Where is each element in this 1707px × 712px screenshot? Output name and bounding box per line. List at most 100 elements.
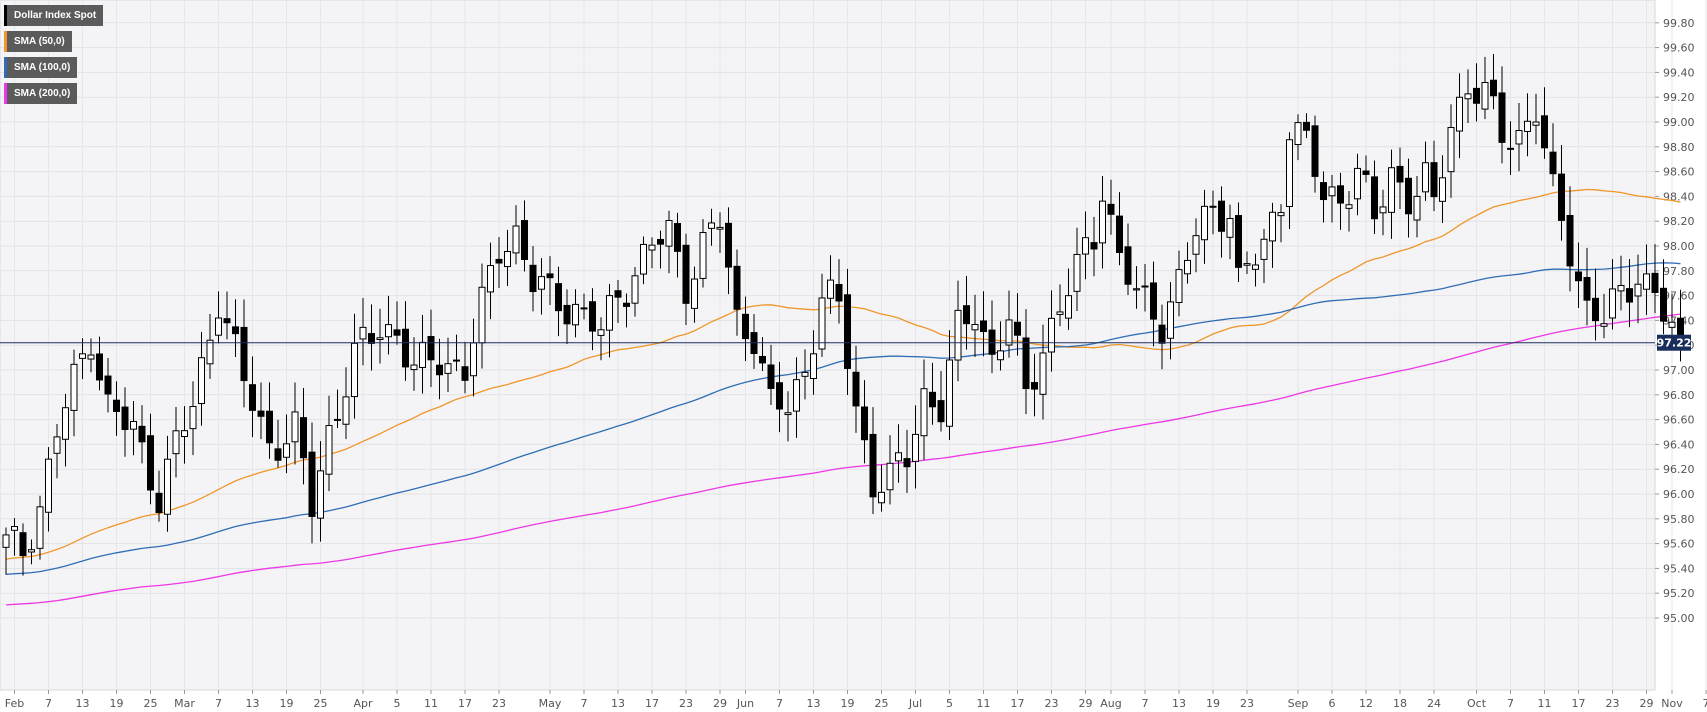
candle-bull — [1048, 317, 1055, 353]
candle-bull — [648, 244, 656, 251]
candle-bull — [665, 220, 673, 247]
candle-bear — [1337, 185, 1344, 204]
candle-bull — [1354, 167, 1361, 200]
candle-bear — [1405, 177, 1412, 215]
candle-bear — [1303, 121, 1310, 131]
candle-bear — [988, 329, 996, 355]
x-tick-label: 11 — [1538, 697, 1552, 710]
candle-bear — [869, 433, 877, 498]
candle-bull — [1643, 273, 1650, 290]
candle-bull — [283, 443, 290, 458]
candle-bear — [937, 400, 945, 423]
sma-200-line — [5, 313, 1681, 606]
candle-bull — [36, 506, 44, 549]
sma-lines — [5, 188, 1681, 606]
candle-bull — [1422, 162, 1429, 193]
x-tick-label: 18 — [1393, 697, 1407, 710]
x-axis: Feb 7 13 19 25 Mar 7 13 19 25 Apr 5 11 17 23 May 7 13 17 23… — [5, 690, 1707, 710]
candle-bull — [1286, 139, 1293, 207]
candle-bull — [1243, 263, 1251, 266]
y-tick-label: 97.00 — [1663, 364, 1695, 377]
y-tick-label: 96.20 — [1663, 463, 1695, 476]
candle-bull — [189, 406, 197, 430]
x-tick-label: Feb — [5, 697, 24, 710]
x-tick-label: 13 — [807, 697, 821, 710]
candle-bull — [206, 339, 214, 365]
candle-bear — [1235, 215, 1242, 268]
candle-bull — [1388, 167, 1395, 213]
candle-bull — [1201, 205, 1208, 241]
x-tick-label: 25 — [875, 697, 889, 710]
candle-bear — [266, 410, 273, 444]
candle-bull — [971, 323, 979, 331]
y-tick-label: 97.80 — [1663, 265, 1695, 278]
legend: Dollar Index Spot SMA (50,0) SMA (100,0)… — [4, 5, 104, 109]
x-tick-label: 6 — [1329, 697, 1336, 710]
y-tick-label: 99.60 — [1663, 42, 1695, 55]
candle-bear — [368, 333, 375, 344]
x-tick-label: 29 — [1640, 697, 1654, 710]
candle-bear — [1626, 288, 1633, 303]
candle-bear — [1651, 272, 1659, 294]
candle-bull — [1056, 311, 1064, 315]
x-tick-label: 13 — [76, 697, 90, 710]
candle-bull — [1192, 235, 1200, 255]
candle-bull — [572, 303, 579, 326]
candle-bear — [1218, 200, 1225, 232]
y-tick-label: 95.00 — [1663, 612, 1695, 625]
candle-bear — [402, 328, 409, 368]
candle-bear — [776, 382, 783, 410]
y-axis: 95.00 95.20 95.40 95.60 95.80 96.00 96.20 96.40… — [1655, 17, 1695, 625]
candle-bull — [1456, 96, 1463, 132]
candle-bear — [257, 410, 265, 417]
candle-bear — [393, 329, 401, 336]
y-tick-label: 96.60 — [1663, 414, 1695, 427]
candle-bull — [164, 458, 171, 515]
candle-bull — [1184, 259, 1191, 275]
candle-bear — [1592, 297, 1599, 322]
x-tick-label: 25 — [314, 697, 328, 710]
candle-bull — [691, 278, 698, 309]
x-tick-label: 11 — [977, 697, 991, 710]
legend-item-sma-100[interactable]: SMA (100,0) — [4, 57, 78, 78]
candle-bear — [19, 532, 27, 557]
candle-bull — [215, 317, 222, 336]
x-tick-label: 7 — [776, 697, 783, 710]
legend-item-sma-50[interactable]: SMA (50,0) — [4, 31, 72, 52]
x-tick-label: 29 — [713, 697, 727, 710]
candle-bear — [147, 435, 154, 491]
candle-bull — [478, 286, 486, 344]
candle-bull — [920, 388, 928, 437]
candle-bear — [300, 417, 307, 459]
x-tick-label: 17 — [1572, 697, 1586, 710]
candle-bull — [70, 363, 78, 411]
candles — [2, 54, 1684, 576]
candle-bull — [1634, 283, 1642, 297]
legend-item-sma-200[interactable]: SMA (200,0) — [4, 83, 78, 104]
x-tick-label: 29 — [1079, 697, 1093, 710]
candle-bear — [427, 336, 435, 361]
x-tick-label: 5 — [394, 697, 401, 710]
candle-bull — [1668, 321, 1676, 328]
y-tick-label: 99.40 — [1663, 66, 1695, 79]
candle-bear — [96, 353, 103, 381]
legend-item-price[interactable]: Dollar Index Spot — [4, 5, 104, 26]
candle-bull — [1141, 285, 1149, 288]
y-tick-label: 96.00 — [1663, 488, 1695, 501]
y-tick-label: 98.00 — [1663, 240, 1695, 253]
candle-bull — [444, 363, 452, 374]
candle-bull — [1133, 288, 1140, 291]
candle-bear — [1558, 173, 1565, 221]
candle-bear — [1575, 271, 1582, 282]
candle-bear — [844, 294, 851, 369]
legend-label-sma-100: SMA (100,0) — [14, 62, 71, 73]
candle-bear — [759, 355, 766, 364]
candle-bear — [138, 425, 146, 443]
candle-bear — [240, 326, 248, 382]
candle-bear — [623, 302, 630, 307]
x-tick-label: 7 — [215, 697, 222, 710]
candle-bear — [1311, 125, 1319, 177]
candle-bear — [1014, 321, 1021, 336]
candle-bull — [1524, 120, 1531, 132]
